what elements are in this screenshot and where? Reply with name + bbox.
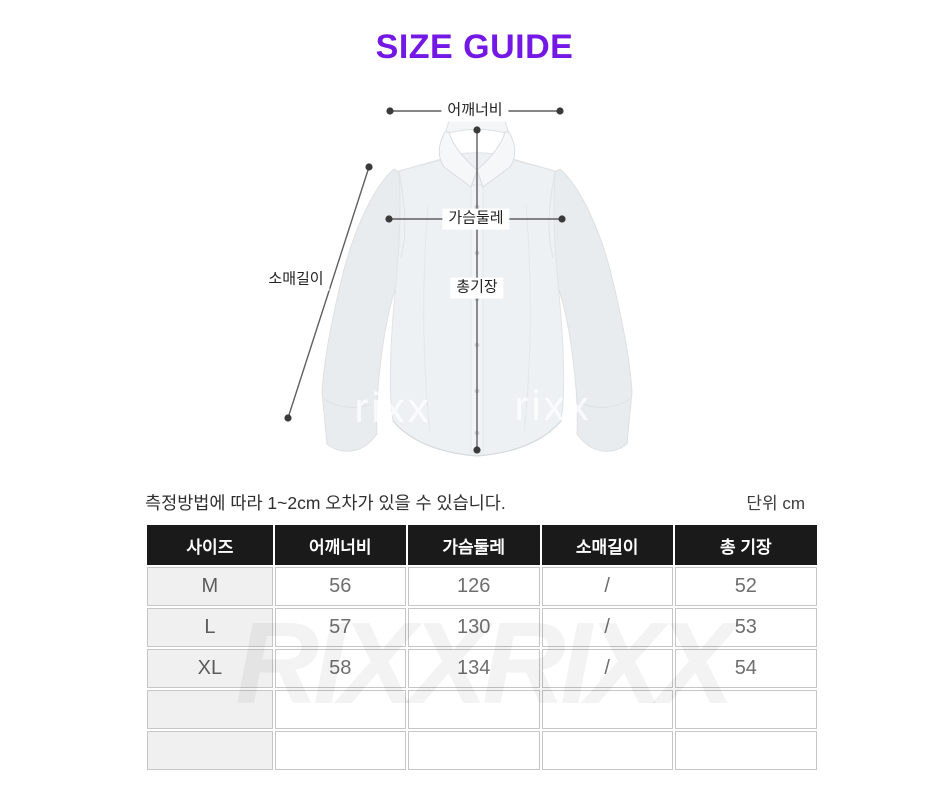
table-caption-row: 측정방법에 따라 1~2cm 오차가 있을 수 있습니다. 단위 cm	[145, 489, 805, 515]
sleeve-measure-line	[287, 166, 370, 419]
size-cell: L	[147, 608, 273, 647]
size-table: 사이즈 어깨너비 가슴둘레 소매길이 총 기장 M 56 126/52 L 57 130/53 XL…	[145, 523, 819, 772]
column-header: 어깨너비	[274, 525, 406, 565]
left-cuff-seam	[323, 398, 372, 408]
size-cell	[147, 731, 273, 770]
value-cell: 54	[674, 649, 817, 688]
right-armhole-seam	[548, 170, 556, 259]
value-cell	[274, 731, 406, 770]
table-row	[147, 731, 817, 770]
value-cell: 58	[274, 649, 406, 688]
right-yoke-seam	[508, 158, 556, 172]
value-cell: 53	[674, 608, 817, 647]
value-cell: 130	[407, 608, 540, 647]
value-cell: 56	[274, 567, 406, 606]
tolerance-note: 측정방법에 따라 1~2cm 오차가 있을 수 있습니다.	[145, 493, 506, 513]
column-header: 사이즈	[147, 525, 273, 565]
value-cell: 57	[274, 608, 406, 647]
collar-left-wing	[438, 131, 478, 188]
page-title: SIZE GUIDE	[375, 28, 574, 66]
total-length-label: 총기장	[450, 277, 504, 299]
value-cell	[407, 690, 540, 729]
value-cell: 126	[407, 567, 540, 606]
size-cell: M	[147, 567, 273, 606]
left-armhole-seam	[398, 170, 406, 259]
header-row: 사이즈 어깨너비 가슴둘레 소매길이 총 기장	[147, 525, 817, 565]
value-cell: /	[541, 608, 673, 647]
column-header: 가슴둘레	[407, 525, 540, 565]
value-cell	[274, 690, 406, 729]
value-cell	[541, 731, 673, 770]
value-cell: /	[541, 649, 673, 688]
right-cuff-seam	[582, 398, 631, 408]
value-cell: 134	[407, 649, 540, 688]
right-fold	[523, 204, 531, 433]
measure-dots	[284, 107, 566, 454]
table-row: XL 58 134/54	[147, 649, 817, 688]
table-row: M 56 126/52	[147, 567, 817, 606]
collar-right-wing	[476, 131, 516, 188]
table-row: L 57 130/53	[147, 608, 817, 647]
value-cell	[674, 731, 817, 770]
size-cell	[147, 690, 273, 729]
unit-label: 단위 cm	[746, 494, 805, 513]
chest-girth-label: 가슴둘레	[442, 208, 510, 230]
shoulder-width-label: 어깨너비	[441, 100, 509, 122]
left-yoke-seam	[398, 158, 446, 172]
value-cell: 52	[674, 567, 817, 606]
value-cell	[674, 690, 817, 729]
table-row	[147, 690, 817, 729]
value-cell: /	[541, 567, 673, 606]
sleeve-length-label: 소매길이	[262, 269, 330, 291]
column-header: 총 기장	[674, 525, 817, 565]
hem-shadow	[392, 420, 562, 457]
size-cell: XL	[147, 649, 273, 688]
left-fold	[423, 204, 431, 433]
shirt-illustration	[284, 107, 633, 457]
shirt-figure: 어깨너비 가슴둘레 총기장 소매길이 rixx rixx	[262, 100, 633, 457]
column-header: 소매길이	[541, 525, 673, 565]
value-cell	[407, 731, 540, 770]
size-table-wrap: 사이즈 어깨너비 가슴둘레 소매길이 총 기장 M 56 126/52 L 57 130/53 XL…	[145, 523, 819, 772]
value-cell	[541, 690, 673, 729]
